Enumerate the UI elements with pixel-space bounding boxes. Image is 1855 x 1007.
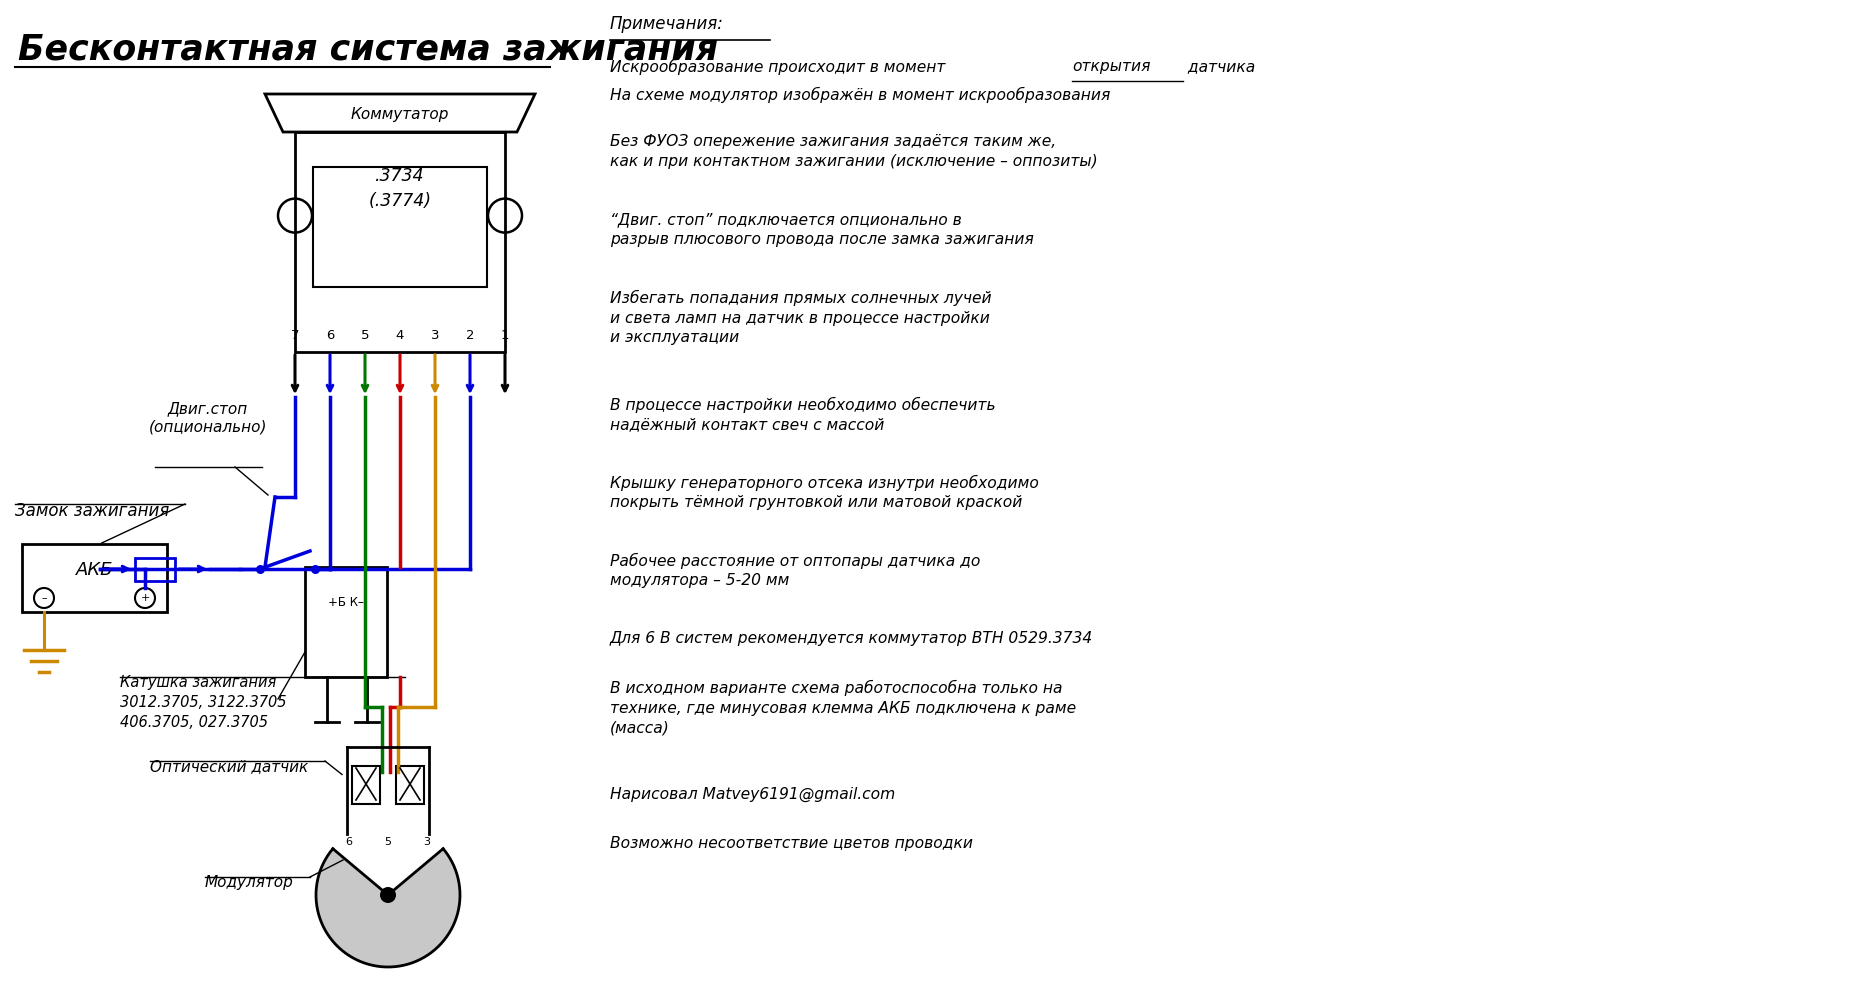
Text: Коммутатор: Коммутатор — [351, 108, 449, 123]
Text: Бесконтактная система зажигания: Бесконтактная система зажигания — [19, 32, 718, 66]
Polygon shape — [315, 849, 460, 967]
Text: Для 6 В систем рекомендуется коммутатор ВТН 0529.3734: Для 6 В систем рекомендуется коммутатор … — [610, 630, 1093, 645]
Text: Нарисовал Matvey6191@gmail.com: Нарисовал Matvey6191@gmail.com — [610, 786, 896, 802]
Text: В исходном варианте схема работоспособна только на
технике, где минусовая клемма: В исходном варианте схема работоспособна… — [610, 680, 1076, 735]
Bar — [304, 567, 388, 677]
Text: +: + — [141, 593, 150, 603]
Text: Избегать попадания прямых солнечных лучей
и света ламп на датчик в процессе наст: Избегать попадания прямых солнечных луче… — [610, 290, 992, 345]
Text: На схеме модулятор изображён в момент искрообразования: На схеме модулятор изображён в момент ис… — [610, 87, 1111, 103]
Bar — [352, 766, 380, 804]
Text: Двиг.стоп
(опционально): Двиг.стоп (опционально) — [148, 402, 267, 435]
Text: 2: 2 — [466, 329, 475, 342]
Text: В процессе настройки необходимо обеспечить
надёжный контакт свеч с массой: В процессе настройки необходимо обеспечи… — [610, 397, 996, 432]
Text: Рабочее расстояние от оптопары датчика до
модулятора – 5-20 мм: Рабочее расстояние от оптопары датчика д… — [610, 553, 981, 588]
Text: 7: 7 — [291, 329, 299, 342]
Text: Крышку генераторного отсека изнутри необходимо
покрыть тёмной грунтовкой или мат: Крышку генераторного отсека изнутри необ… — [610, 474, 1039, 511]
Text: Замок зажигания: Замок зажигания — [15, 502, 169, 520]
Text: открытия: открытия — [1072, 59, 1150, 74]
Text: “Двиг. стоп” подключается опционально в
разрыв плюсового провода после замка заж: “Двиг. стоп” подключается опционально в … — [610, 212, 1033, 247]
Text: Катушка зажигания
3012.3705, 3122.3705
406.3705, 027.3705: Катушка зажигания 3012.3705, 3122.3705 4… — [121, 675, 286, 730]
Text: 6: 6 — [326, 329, 334, 342]
Text: Модулятор: Модулятор — [206, 875, 293, 890]
Text: .3734
(.3774): .3734 (.3774) — [369, 167, 432, 210]
Text: –: – — [41, 593, 46, 603]
Bar — [313, 167, 488, 287]
Text: 4: 4 — [395, 329, 404, 342]
Bar — [135, 558, 174, 580]
Text: Возможно несоответствие цветов проводки: Возможно несоответствие цветов проводки — [610, 836, 974, 851]
Text: 6: 6 — [345, 837, 352, 847]
Text: 5: 5 — [360, 329, 369, 342]
Text: 1: 1 — [501, 329, 510, 342]
Text: Искрообразование происходит в момент: Искрообразование происходит в момент — [610, 59, 950, 76]
Text: 3: 3 — [430, 329, 440, 342]
Text: датчика: датчика — [1183, 59, 1256, 74]
Text: +Б К–: +Б К– — [328, 596, 364, 608]
Text: 5: 5 — [384, 837, 391, 847]
Text: Примечания:: Примечания: — [610, 15, 723, 33]
Bar — [295, 132, 505, 352]
Bar — [22, 544, 167, 612]
Text: Оптический датчик: Оптический датчик — [150, 759, 308, 774]
Bar — [395, 766, 425, 804]
Circle shape — [380, 887, 395, 903]
Text: АКБ: АКБ — [76, 561, 113, 579]
Text: Без ФУОЗ опережение зажигания задаётся таким же,
как и при контактном зажигании : Без ФУОЗ опережение зажигания задаётся т… — [610, 134, 1098, 168]
Text: 3: 3 — [423, 837, 430, 847]
